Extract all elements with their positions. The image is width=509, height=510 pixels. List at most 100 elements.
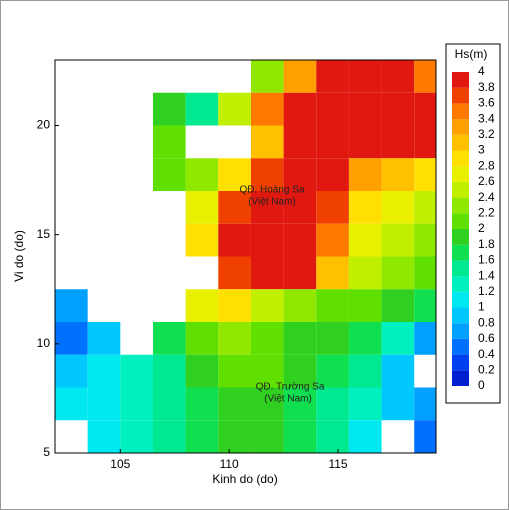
colorbar-tick-label: 2 — [478, 221, 485, 235]
cell — [283, 354, 317, 388]
y-tick-label: 20 — [37, 118, 51, 132]
cell — [316, 420, 349, 453]
colorbar-swatch — [452, 323, 469, 339]
cell — [120, 420, 153, 453]
colorbar-tick-label: 3 — [478, 143, 485, 157]
cell — [381, 191, 415, 224]
cell — [185, 223, 219, 257]
cell — [381, 354, 415, 388]
colorbar-tick-label: 1.8 — [478, 237, 495, 251]
cell — [348, 158, 382, 191]
cell — [87, 322, 121, 355]
cell — [55, 322, 88, 355]
cell — [120, 387, 153, 421]
cell — [316, 125, 349, 159]
cell — [185, 92, 219, 126]
cell — [152, 420, 186, 453]
cell — [283, 256, 317, 290]
colorbar-swatch — [452, 119, 469, 135]
cell — [348, 256, 382, 290]
colorbar-swatch — [452, 354, 469, 371]
cell — [250, 60, 284, 93]
cell — [283, 191, 317, 224]
cell — [152, 125, 186, 159]
colorbar-swatch — [452, 338, 469, 355]
x-tick-label: 110 — [220, 457, 239, 471]
colorbar-swatch — [452, 213, 469, 229]
cell — [218, 420, 251, 453]
cell — [283, 60, 317, 93]
cell — [414, 125, 436, 159]
cell — [348, 125, 382, 159]
cell — [283, 158, 317, 191]
cell — [414, 191, 436, 224]
colorbar-tick-label: 3.8 — [478, 80, 495, 94]
cell — [381, 158, 415, 191]
cell — [316, 60, 349, 93]
cell — [414, 60, 436, 93]
colorbar-tick-label: 3.4 — [478, 111, 495, 125]
cell — [414, 322, 436, 355]
cell — [316, 322, 349, 355]
cell — [414, 256, 436, 290]
cell — [348, 289, 382, 322]
cell — [414, 92, 436, 126]
colorbar-tick-label: 0.2 — [478, 362, 495, 376]
cell — [348, 60, 382, 93]
cell — [381, 256, 415, 290]
cell — [316, 223, 349, 257]
colorbar-swatch — [452, 229, 469, 245]
colorbar-swatch — [452, 87, 469, 104]
cell — [218, 322, 251, 355]
cell — [185, 158, 219, 191]
cell — [381, 125, 415, 159]
cell — [250, 289, 284, 322]
annotation: (Việt Nam) — [264, 394, 312, 405]
colorbar-tick-label: 3.2 — [478, 127, 495, 141]
map-field — [55, 60, 436, 453]
annotation: QĐ. Hoàng Sa — [239, 185, 304, 196]
colorbar-tick-label: 1.4 — [478, 268, 495, 282]
cell — [348, 92, 382, 126]
colorbar-title: Hs(m) — [455, 47, 488, 61]
colorbar-swatch — [452, 197, 469, 214]
cell — [185, 289, 219, 322]
plot-frame — [54, 59, 437, 454]
cell — [316, 92, 349, 126]
colorbar-swatch — [452, 276, 469, 292]
colorbar-tick-label: 3.6 — [478, 96, 495, 110]
cell — [218, 191, 251, 224]
cell — [185, 420, 219, 453]
cell — [250, 158, 284, 191]
cell — [250, 322, 284, 355]
cell — [250, 387, 284, 421]
cell — [250, 92, 284, 126]
colorbar-tick-label: 0.8 — [478, 315, 495, 329]
cell — [414, 420, 436, 453]
colorbar-tick-label: 2.2 — [478, 205, 495, 219]
colorbar-tick-label: 2.6 — [478, 174, 495, 188]
cell — [283, 387, 317, 421]
colorbar-swatch — [452, 103, 469, 120]
cell — [348, 223, 382, 257]
cell — [381, 60, 415, 93]
cell — [381, 223, 415, 257]
cell — [250, 223, 284, 257]
cell — [55, 289, 88, 322]
cell — [316, 354, 349, 388]
cell — [348, 420, 382, 453]
cell — [152, 387, 186, 421]
cell — [414, 223, 436, 257]
cell — [185, 322, 219, 355]
cell — [381, 289, 415, 322]
cell — [250, 191, 284, 224]
cell — [55, 354, 88, 388]
cell — [283, 223, 317, 257]
colorbar-tick-label: 0.4 — [478, 347, 495, 361]
cell — [218, 158, 251, 191]
colorbar-swatch — [452, 166, 469, 182]
y-tick-label: 15 — [37, 227, 51, 241]
cell — [218, 223, 251, 257]
cell — [414, 158, 436, 191]
cell — [348, 354, 382, 388]
